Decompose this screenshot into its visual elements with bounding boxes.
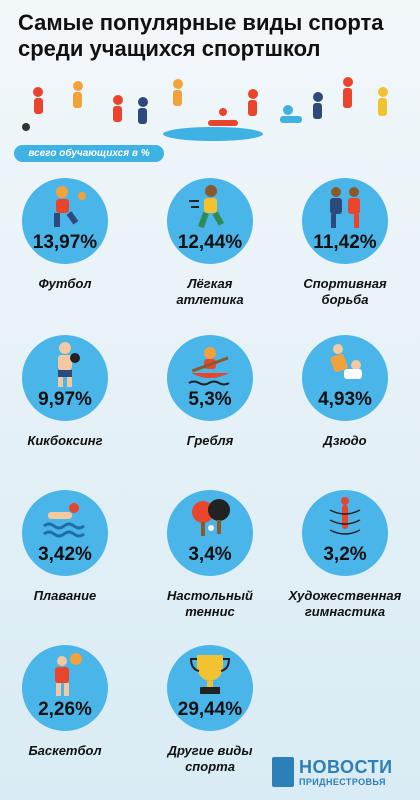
sport-card: 11,42% Спортивная борьба: [285, 178, 405, 308]
sport-label-line: спорта: [185, 759, 235, 774]
percent-value: 29,44%: [177, 699, 243, 720]
sport-card: 13,97% Футбол: [5, 178, 125, 292]
value-circle: 3,4%: [167, 490, 253, 576]
sport-card: 29,44% Другие виды спорта: [150, 645, 270, 775]
value-circle: 13,97%: [22, 178, 108, 264]
sport-card: 9,97% Кикбоксинг: [5, 335, 125, 449]
value-circle: 11,42%: [302, 178, 388, 264]
sport-label-line: борьба: [321, 292, 369, 307]
wrestling-icon: [330, 187, 360, 228]
percent-value: 5,3%: [188, 389, 232, 410]
sport-label-line: Кикбоксинг: [27, 433, 103, 448]
sport-label-line: Футбол: [38, 276, 92, 291]
value-circle: 4,93%: [302, 335, 388, 421]
football-icon: [54, 186, 86, 227]
value-circle: 9,97%: [22, 335, 108, 421]
sports-banner-illustration: [22, 77, 388, 141]
sport-card: 5,3% Гребля: [150, 335, 270, 449]
sport-label-line: Лёгкая: [187, 276, 233, 291]
sport-label: Гребля: [150, 433, 270, 449]
logo-sub-text: ПРИДНЕСТРОВЬЯ: [299, 777, 386, 787]
value-circle: 2,26%: [22, 645, 108, 731]
sport-card: 2,26% Баскетбол: [5, 645, 125, 759]
sport-label: Плавание: [5, 588, 125, 604]
sport-card: 3,4% Настольный теннис: [150, 490, 270, 620]
subtitle-pill: всего обучающихся в %: [14, 145, 164, 162]
sport-label-line: Гребля: [186, 433, 234, 448]
percent-value: 3,42%: [38, 544, 92, 565]
sport-label-line: гимнастика: [304, 604, 386, 619]
sport-label: Баскетбол: [5, 743, 125, 759]
sport-card: 4,93% Дзюдо: [285, 335, 405, 449]
value-circle: 29,44%: [167, 645, 253, 731]
sport-label: Лёгкая атлетика: [150, 276, 270, 308]
sport-card: 12,44% Лёгкая атлетика: [150, 178, 270, 308]
sport-label-line: Художественная: [288, 588, 402, 603]
news-logo: НОВОСТИ ПРИДНЕСТРОВЬЯ: [272, 755, 412, 793]
gymnastics-icon: [329, 497, 361, 535]
value-circle: 3,42%: [22, 490, 108, 576]
sport-label: Художественная гимнастика: [285, 588, 405, 620]
value-circle: 3,2%: [302, 490, 388, 576]
sport-label: Дзюдо: [285, 433, 405, 449]
percent-value: 3,2%: [323, 544, 367, 565]
sport-card: 3,2% Художественная гимнастика: [285, 490, 405, 620]
sport-label: Другие виды спорта: [150, 743, 270, 775]
sport-label-line: Другие виды: [167, 743, 253, 758]
percent-value: 12,44%: [177, 232, 243, 253]
running-icon: [189, 185, 225, 229]
sport-label-line: Настольный: [167, 588, 253, 603]
basketball-icon: [55, 653, 82, 696]
swimming-icon: [43, 503, 85, 538]
sport-label-line: Плавание: [33, 588, 97, 603]
percent-value: 11,42%: [313, 232, 377, 253]
rowing-icon: [188, 347, 230, 386]
judo-icon: [330, 344, 362, 379]
sport-label-line: Спортивная: [303, 276, 387, 291]
sport-label: Футбол: [5, 276, 125, 292]
value-circle: 12,44%: [167, 178, 253, 264]
percent-value: 2,26%: [38, 699, 92, 720]
logo-main-text: НОВОСТИ: [299, 757, 393, 777]
sport-card: 3,42% Плавание: [5, 490, 125, 604]
sport-label-line: атлетика: [176, 292, 244, 307]
sport-label-line: Баскетбол: [28, 743, 102, 758]
page-title: Самые популярные виды спорта среди учащи…: [18, 10, 384, 61]
logo-mark-icon: [272, 757, 294, 787]
sport-label: Кикбоксинг: [5, 433, 125, 449]
percent-value: 4,93%: [318, 389, 372, 410]
sport-label-line: Дзюдо: [323, 433, 367, 448]
kickboxing-icon: [58, 342, 80, 387]
percent-value: 9,97%: [38, 389, 92, 410]
percent-value: 3,4%: [188, 544, 232, 565]
trophy-icon: [189, 655, 231, 694]
sport-label-line: теннис: [185, 604, 235, 619]
value-circle: 5,3%: [167, 335, 253, 421]
sport-label: Настольный теннис: [150, 588, 270, 620]
percent-value: 13,97%: [32, 232, 98, 253]
sport-label: Спортивная борьба: [285, 276, 405, 308]
table-tennis-icon: [192, 499, 230, 536]
